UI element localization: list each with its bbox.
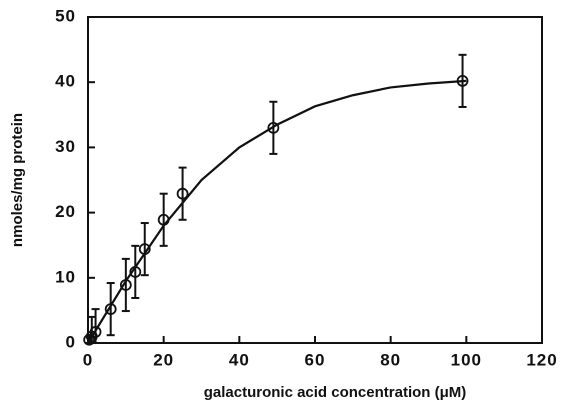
error-bar <box>458 53 467 108</box>
error-bar <box>269 100 278 155</box>
data-point <box>104 303 117 315</box>
fit-curve <box>87 79 467 344</box>
error-bar <box>159 192 168 247</box>
data-point <box>456 74 469 87</box>
data-point <box>83 333 96 346</box>
x-tick-label: 40 <box>229 350 250 369</box>
y-axis-label: nmoles/mg protein <box>9 113 26 247</box>
data-point <box>157 213 170 226</box>
data-point <box>119 279 132 291</box>
x-tick-label: 0 <box>83 350 93 369</box>
data-point <box>138 243 151 256</box>
y-tick-label: 30 <box>55 137 76 156</box>
y-tick-label: 40 <box>55 72 76 91</box>
x-tick-label: 20 <box>153 350 174 369</box>
y-tick-label: 20 <box>55 202 76 221</box>
error-bar <box>131 244 140 300</box>
data-point <box>129 266 142 278</box>
data-point <box>89 326 102 338</box>
error-bar <box>178 166 187 221</box>
x-tick-label: 100 <box>451 350 482 369</box>
data-point <box>267 121 280 134</box>
x-tick-label: 80 <box>380 350 401 369</box>
x-axis-label: galacturonic acid concentration (μM) <box>204 384 467 401</box>
x-tick-label: 60 <box>305 350 326 369</box>
y-tick-label: 0 <box>66 332 76 351</box>
error-bar <box>106 282 115 337</box>
x-tick-label: 120 <box>526 350 557 369</box>
y-tick-label: 10 <box>55 267 76 286</box>
error-bar <box>121 257 130 313</box>
y-tick-label: 50 <box>55 6 76 25</box>
error-bar <box>140 222 149 277</box>
data-point <box>176 187 189 200</box>
plot-frame <box>87 16 543 344</box>
